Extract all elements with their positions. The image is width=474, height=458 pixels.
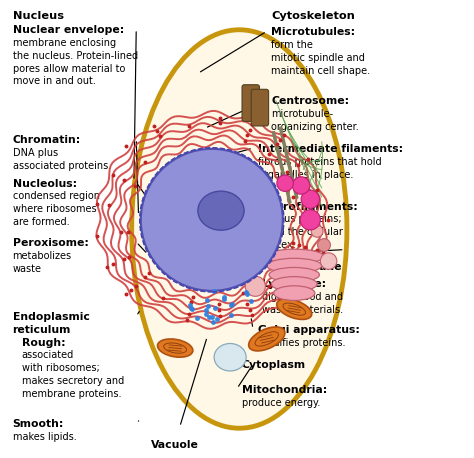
Text: digests food and: digests food and <box>262 292 343 302</box>
Text: Lysosome:: Lysosome: <box>262 279 326 289</box>
Text: reticulum: reticulum <box>13 325 71 335</box>
Text: condensed region: condensed region <box>13 191 100 202</box>
Text: Microfilaments:: Microfilaments: <box>262 202 358 212</box>
Text: organizing center.: organizing center. <box>271 122 359 132</box>
Text: DNA plus: DNA plus <box>13 148 58 158</box>
Text: form the cellular: form the cellular <box>262 227 343 237</box>
Text: makes secretory and: makes secretory and <box>22 376 124 386</box>
Circle shape <box>145 205 160 221</box>
Ellipse shape <box>271 277 317 291</box>
Text: waste: waste <box>13 264 42 274</box>
Text: microtubule-: microtubule- <box>271 109 334 119</box>
Text: fibrous proteins;: fibrous proteins; <box>262 214 342 224</box>
Circle shape <box>300 210 320 230</box>
Circle shape <box>277 175 293 191</box>
Text: Chromatin:: Chromatin: <box>13 135 81 145</box>
Text: cortex.: cortex. <box>262 240 296 250</box>
Text: move in and out.: move in and out. <box>13 76 95 87</box>
Text: Smooth:: Smooth: <box>13 419 64 429</box>
Ellipse shape <box>277 299 312 319</box>
Circle shape <box>318 239 330 251</box>
Ellipse shape <box>214 344 246 371</box>
FancyBboxPatch shape <box>251 89 269 126</box>
Text: Centrosome:: Centrosome: <box>271 96 349 106</box>
Text: fibrous proteins that hold: fibrous proteins that hold <box>257 157 381 167</box>
Text: Cytoplasm: Cytoplasm <box>242 360 306 370</box>
Text: waste materials.: waste materials. <box>262 305 343 315</box>
Text: Microtubules:: Microtubules: <box>271 27 356 38</box>
Text: Nuclear envelope:: Nuclear envelope: <box>13 25 124 35</box>
Text: Rough:: Rough: <box>22 338 65 348</box>
Ellipse shape <box>269 267 319 282</box>
Ellipse shape <box>264 249 324 264</box>
Text: Cytoskeleton: Cytoskeleton <box>271 11 355 22</box>
Text: Vacuole: Vacuole <box>151 440 199 450</box>
Circle shape <box>245 276 265 296</box>
Text: Nucleolus:: Nucleolus: <box>13 179 77 189</box>
Circle shape <box>301 190 319 208</box>
Circle shape <box>292 177 310 194</box>
Text: membrane proteins.: membrane proteins. <box>22 389 121 399</box>
Text: Plasma: Plasma <box>276 250 320 260</box>
Ellipse shape <box>132 30 347 428</box>
Ellipse shape <box>157 339 193 357</box>
Text: Mitochondria:: Mitochondria: <box>242 385 327 395</box>
Text: modifies proteins.: modifies proteins. <box>257 338 345 348</box>
Text: Nucleus: Nucleus <box>13 11 64 22</box>
Ellipse shape <box>267 258 322 273</box>
Text: maintain cell shape.: maintain cell shape. <box>271 66 371 76</box>
Text: produce energy.: produce energy. <box>242 398 320 408</box>
Ellipse shape <box>273 286 315 300</box>
Text: are formed.: are formed. <box>13 217 69 227</box>
Text: associated proteins.: associated proteins. <box>13 161 111 171</box>
Circle shape <box>311 225 323 237</box>
Text: Peroxisome:: Peroxisome: <box>13 238 89 248</box>
FancyBboxPatch shape <box>242 85 259 121</box>
Text: mitotic spindle and: mitotic spindle and <box>271 53 365 63</box>
Ellipse shape <box>249 327 285 351</box>
Text: where ribosomes: where ribosomes <box>13 204 96 214</box>
Text: associated: associated <box>22 350 74 360</box>
Text: form the: form the <box>271 40 313 50</box>
Text: metabolizes: metabolizes <box>13 251 72 261</box>
Ellipse shape <box>141 149 283 291</box>
Text: membrane enclosing: membrane enclosing <box>13 38 116 48</box>
Text: with ribosomes;: with ribosomes; <box>22 363 100 373</box>
Text: Golgi apparatus:: Golgi apparatus: <box>257 325 359 335</box>
Circle shape <box>157 191 170 203</box>
Text: Intermediate filaments:: Intermediate filaments: <box>257 144 403 154</box>
Circle shape <box>320 253 337 269</box>
Circle shape <box>146 186 163 203</box>
Text: makes lipids.: makes lipids. <box>13 432 76 442</box>
Ellipse shape <box>198 191 244 230</box>
Text: organelles in place.: organelles in place. <box>257 170 353 180</box>
Text: the nucleus. Protein-lined: the nucleus. Protein-lined <box>13 51 138 61</box>
Text: pores allow material to: pores allow material to <box>13 64 125 74</box>
Text: membrane: membrane <box>276 262 341 273</box>
Text: Endoplasmic: Endoplasmic <box>13 312 90 322</box>
